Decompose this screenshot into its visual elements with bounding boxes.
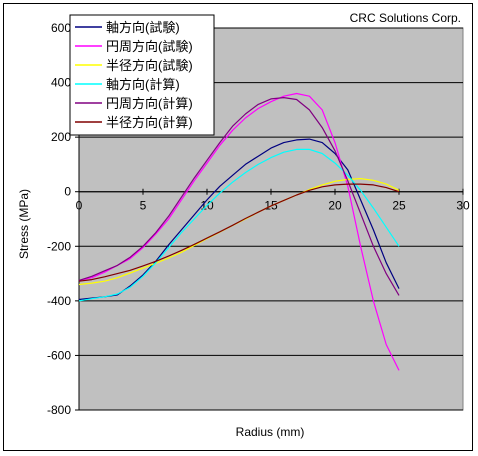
legend-label: 半径方向(試験) <box>106 58 193 73</box>
y-tick-label: -800 <box>47 403 71 417</box>
legend-label: 軸方向(計算) <box>106 77 180 92</box>
legend-label: 円周方向(試験) <box>106 39 193 54</box>
stress-radius-chart: 0 5 10 15 20 25 30 -800-600-400-2000200400600 … <box>17 11 470 439</box>
series-line-2 <box>78 92 400 371</box>
y-tick-labels: -800 -600 -400 -200 0 200 400 600 <box>47 21 71 417</box>
series-line-1 <box>78 138 400 301</box>
y-tick-label: -600 <box>47 348 71 362</box>
y-tick-label: 0 <box>64 185 71 199</box>
y-tick-label: -200 <box>47 239 71 253</box>
legend-label: 軸方向(試験) <box>106 20 180 35</box>
x-tick-label: 0 <box>76 199 83 213</box>
y-tick-label: 400 <box>51 76 71 90</box>
y-tick-label: -400 <box>47 294 71 308</box>
series-lines <box>78 92 400 371</box>
x-tick-label: 25 <box>392 199 406 213</box>
x-axis-label: Radius (mm) <box>236 425 305 439</box>
series-line-6 <box>78 183 400 282</box>
y-axis-label: Stress (MPa) <box>17 189 31 259</box>
legend-label: 円周方向(計算) <box>106 96 193 111</box>
x-tick-label: 5 <box>140 199 147 213</box>
series-line-5 <box>78 96 400 296</box>
legend-box <box>69 14 215 136</box>
chart-frame: 0 5 10 15 20 25 30 -800 -600 -400 -200 0 200 400 600 … <box>3 3 473 451</box>
x-tick-label: 20 <box>328 199 342 213</box>
legend-label: 半径方向(計算) <box>106 115 193 130</box>
y-tick-label: 600 <box>51 21 71 35</box>
legend: 軸方向(試験) 円周方向(試験) 半径方向(試験) 軸方向(計算) 円周方向(計算) 半径… <box>69 14 215 136</box>
y-tick-label: 200 <box>51 130 71 144</box>
watermark-text: CRC Solutions Corp. <box>350 11 461 25</box>
x-tick-label: 30 <box>456 199 470 213</box>
series-line-4 <box>78 148 400 302</box>
